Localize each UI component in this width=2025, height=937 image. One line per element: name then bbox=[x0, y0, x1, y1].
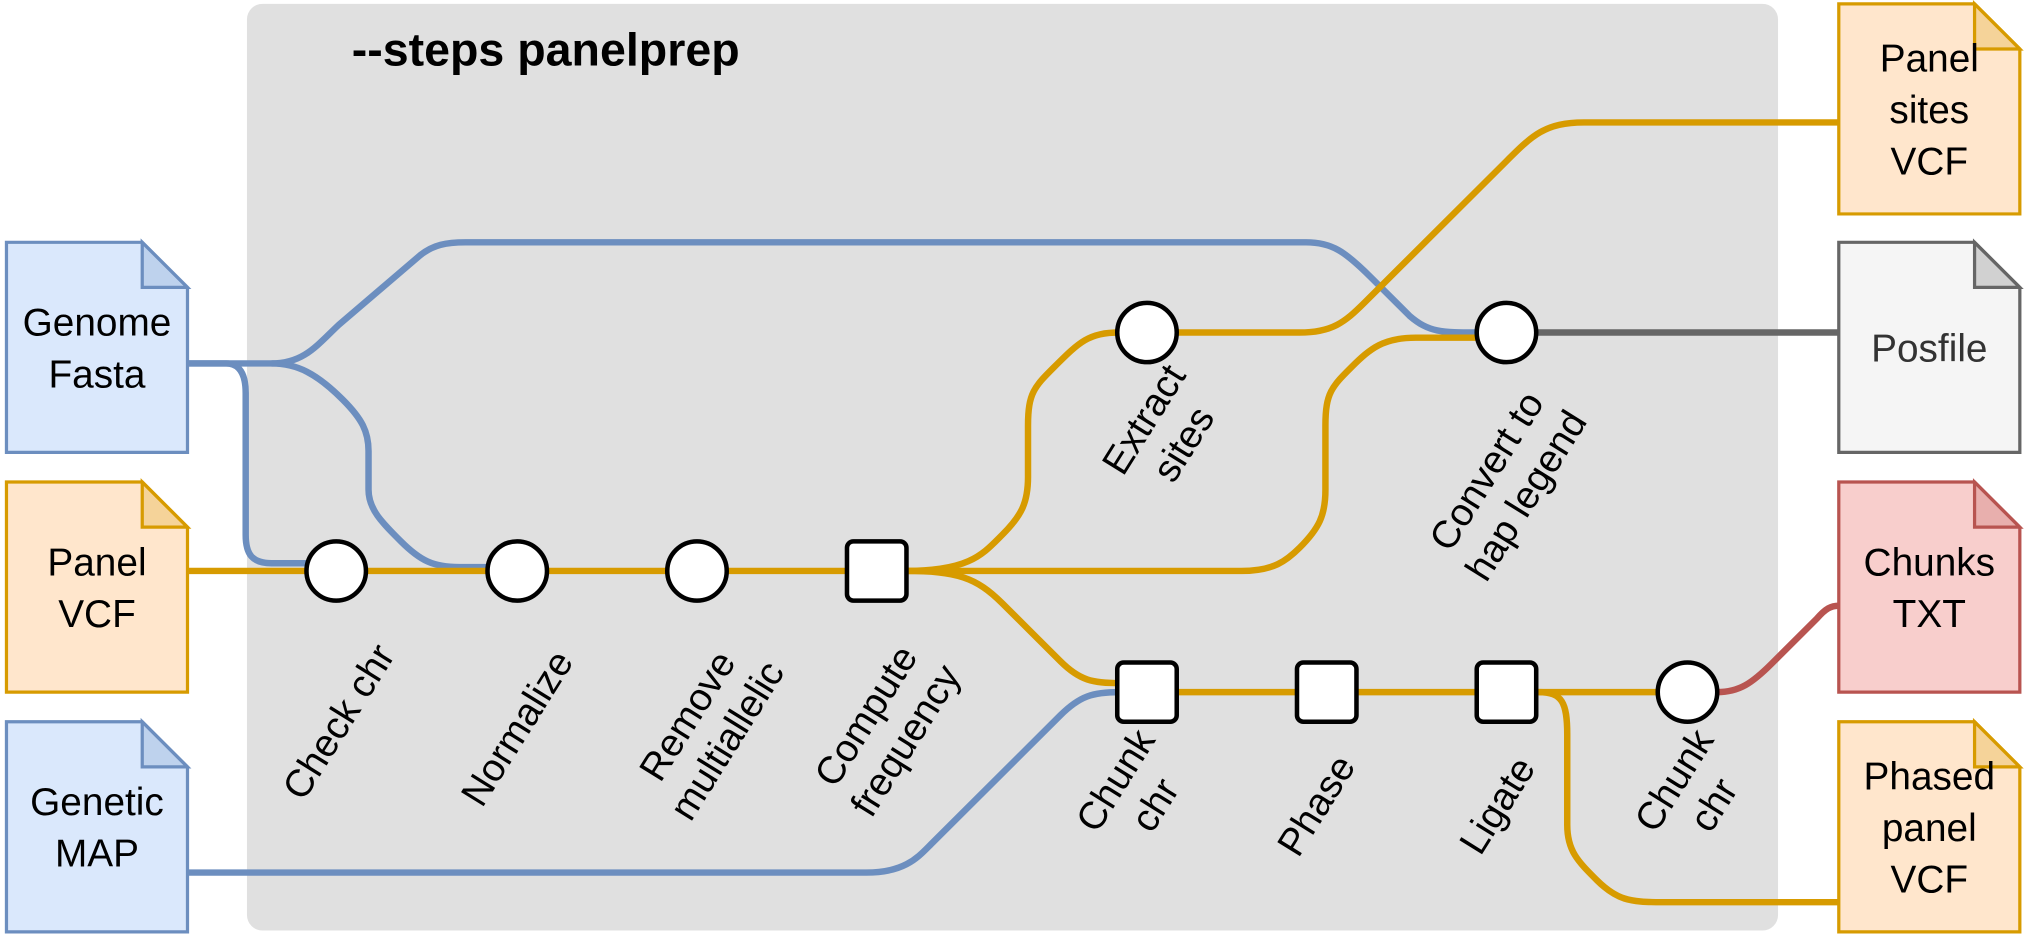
folded-corner-icon bbox=[140, 478, 192, 529]
folded-corner-icon bbox=[1972, 717, 2024, 769]
document-label: Chunks bbox=[1864, 542, 1995, 585]
pipe-fasta-to-check bbox=[187, 360, 311, 567]
group-title: --steps panelprep bbox=[352, 24, 740, 76]
step-circle bbox=[1655, 660, 1720, 725]
input-genome-fasta: Genome Fasta bbox=[4, 238, 192, 455]
document-label: TXT bbox=[1893, 593, 1966, 636]
folded-corner-icon bbox=[1972, 238, 2024, 290]
output-phased-panel-vcf: Phased panel VCF bbox=[1837, 717, 2024, 934]
step-circle bbox=[485, 539, 550, 603]
step-circle bbox=[664, 539, 729, 603]
document-label: Panel bbox=[1880, 38, 1979, 81]
pipe-fasta-to-normalize bbox=[271, 360, 492, 571]
step-square bbox=[1294, 660, 1359, 725]
document-shape bbox=[1837, 720, 2022, 934]
document-shape bbox=[4, 480, 190, 694]
pipe-to-convert bbox=[905, 334, 1477, 575]
step-circle bbox=[304, 539, 369, 603]
document-label: Phased bbox=[1864, 755, 1996, 798]
document-label: Genetic bbox=[30, 781, 164, 824]
pipe-map-to-chunk bbox=[187, 688, 1120, 876]
step-circle bbox=[1114, 300, 1179, 365]
document-shape bbox=[1837, 240, 2022, 455]
document-label: VCF bbox=[1891, 859, 1969, 902]
input-panel-vcf: Panel VCF bbox=[4, 478, 192, 694]
step-square bbox=[1474, 660, 1539, 725]
output-chunks-txt: Chunks TXT bbox=[1837, 478, 2024, 694]
pipe-to-chunks-txt bbox=[1717, 602, 1839, 696]
document-shape bbox=[4, 720, 190, 934]
document-shape bbox=[1837, 480, 2022, 694]
document-label: VCF bbox=[58, 593, 136, 636]
pipe-ligate-to-phased bbox=[1538, 688, 1839, 906]
document-label: Fasta bbox=[48, 353, 145, 396]
step-circle bbox=[1474, 300, 1539, 365]
document-label: Genome bbox=[23, 302, 172, 345]
document-label: Panel bbox=[47, 542, 146, 585]
document-shape bbox=[1837, 2, 2022, 216]
document-label: MAP bbox=[55, 833, 139, 876]
panelprep-group bbox=[246, 3, 1779, 931]
folded-corner-icon bbox=[140, 717, 192, 769]
step-square bbox=[1114, 660, 1179, 725]
folded-corner-icon bbox=[1972, 478, 2024, 529]
output-panel-sites-vcf: Panel sites VCF bbox=[1837, 0, 2024, 216]
document-shape bbox=[4, 240, 190, 455]
document-label: Posfile bbox=[1871, 328, 1987, 371]
pipe-fasta-to-convert bbox=[187, 239, 1477, 367]
document-label: sites bbox=[1889, 89, 1969, 132]
output-posfile: Posfile bbox=[1837, 238, 2024, 455]
folded-corner-icon bbox=[140, 238, 192, 290]
document-label: VCF bbox=[1891, 141, 1969, 184]
folded-corner-icon bbox=[1972, 0, 2024, 51]
pipe-to-extract-and-sites bbox=[905, 119, 1839, 575]
pipe-to-chunk bbox=[905, 567, 1688, 696]
document-label: panel bbox=[1882, 807, 1977, 850]
input-genetic-map: Genetic MAP bbox=[4, 717, 192, 934]
step-square bbox=[844, 539, 909, 603]
